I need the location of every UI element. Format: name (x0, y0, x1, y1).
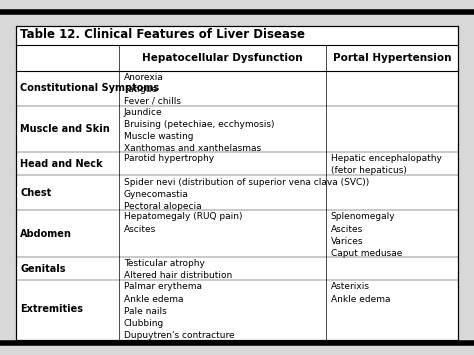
Text: Asterixis
Ankle edema: Asterixis Ankle edema (331, 283, 390, 304)
Text: Hepatocellular Dysfunction: Hepatocellular Dysfunction (142, 53, 303, 62)
Text: Extremities: Extremities (20, 305, 83, 315)
Text: Palmar erythema
Ankle edema
Pale nails
Clubbing
Dupuytren's contracture: Palmar erythema Ankle edema Pale nails C… (124, 283, 234, 340)
Text: Testicular atrophy
Altered hair distribution: Testicular atrophy Altered hair distribu… (124, 259, 232, 280)
Text: Splenomegaly
Ascites
Varices
Caput medusae: Splenomegaly Ascites Varices Caput medus… (331, 213, 402, 258)
Text: Head and Neck: Head and Neck (20, 159, 103, 169)
Text: Muscle and Skin: Muscle and Skin (20, 124, 110, 134)
Text: Portal Hypertension: Portal Hypertension (333, 53, 451, 62)
Text: Hepatic encephalopathy
(fetor hepaticus): Hepatic encephalopathy (fetor hepaticus) (331, 154, 442, 175)
Text: Anorexia
Fatigue
Fever / chills: Anorexia Fatigue Fever / chills (124, 73, 181, 106)
Text: Abdomen: Abdomen (20, 229, 72, 239)
Text: Hepatomegaly (RUQ pain)
Ascites: Hepatomegaly (RUQ pain) Ascites (124, 213, 242, 234)
Text: Chest: Chest (20, 188, 52, 198)
Text: Parotid hypertrophy: Parotid hypertrophy (124, 154, 214, 163)
FancyBboxPatch shape (16, 26, 458, 340)
Text: Table 12. Clinical Features of Liver Disease: Table 12. Clinical Features of Liver Dis… (20, 28, 305, 41)
Text: Genitals: Genitals (20, 264, 66, 274)
Text: Constitutional Symptoms: Constitutional Symptoms (20, 83, 159, 93)
Text: Spider nevi (distribution of superior vena clava (SVC))
Gynecomastia
Pectoral al: Spider nevi (distribution of superior ve… (124, 178, 369, 211)
Text: Jaundice
Bruising (petechiae, ecchymosis)
Muscle wasting
Xanthomas and xanthelas: Jaundice Bruising (petechiae, ecchymosis… (124, 108, 274, 153)
